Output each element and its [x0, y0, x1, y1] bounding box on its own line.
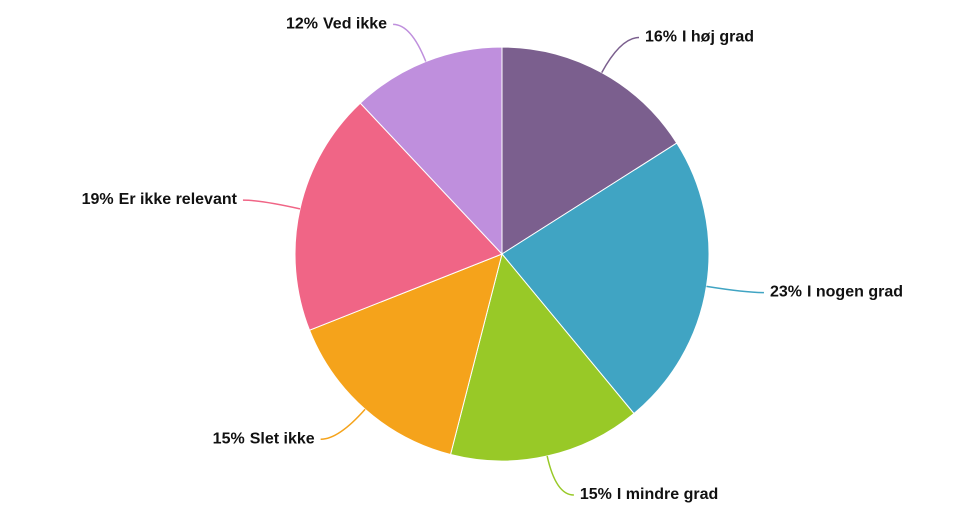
label-category: Ved ikke [323, 16, 387, 33]
data-label: 23% I nogen grad [770, 284, 903, 301]
data-label: 15% I mindre grad [580, 486, 718, 503]
leader-line [706, 285, 764, 294]
label-category: I høj grad [682, 29, 754, 46]
label-value: 19% [82, 191, 114, 208]
label-value: 15% [580, 486, 612, 503]
label-category: Slet ikke [250, 430, 315, 447]
pie-slice [501, 142, 710, 415]
pie-slice [501, 46, 678, 255]
pie-slice [294, 102, 503, 331]
data-label: 15% Slet ikke [213, 430, 315, 447]
data-label: 19% Er ikke relevant [82, 191, 238, 208]
leader-line [601, 36, 640, 73]
data-label: 16% I høj grad [645, 29, 754, 46]
leader-line [546, 455, 574, 496]
pie-slice [449, 252, 635, 462]
label-value: 16% [645, 29, 677, 46]
label-category: I nogen grad [807, 284, 903, 301]
leader-line [242, 199, 301, 210]
label-value: 23% [770, 284, 802, 301]
leader-line [393, 23, 427, 62]
label-value: 15% [213, 430, 245, 447]
label-category: Er ikke relevant [119, 191, 238, 208]
pie-slice [308, 253, 503, 456]
label-value: 12% [286, 16, 318, 33]
label-category: I mindre grad [617, 486, 718, 503]
leader-line [320, 408, 366, 441]
data-label: 12% Ved ikke [286, 16, 387, 33]
